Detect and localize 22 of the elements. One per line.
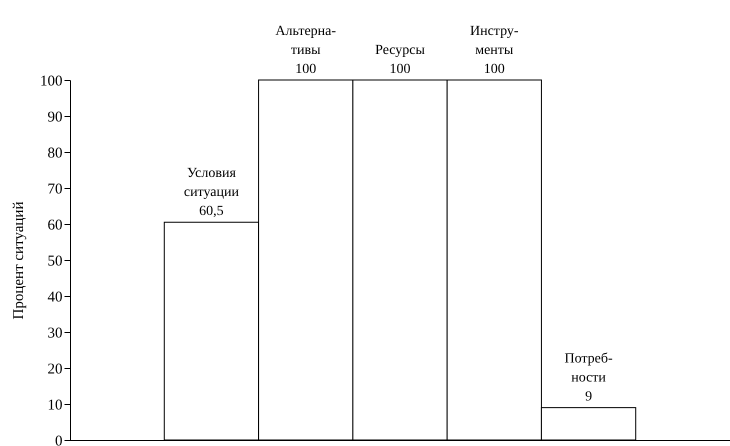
y-tick-label: 70: [48, 182, 62, 198]
y-tick-label: 90: [48, 110, 62, 126]
data-label: 100: [295, 62, 316, 77]
x-tick-label: Ресурсы: [375, 43, 426, 58]
y-tick-label: 0: [55, 434, 62, 446]
y-tick-label: 30: [48, 326, 62, 342]
y-tick-label: 80: [48, 146, 62, 162]
data-label: 100: [390, 62, 410, 77]
y-tick-label: 20: [48, 362, 62, 378]
category-label: Потреб- ности: [564, 352, 613, 386]
category-label: Инстру- менты: [470, 24, 519, 58]
data-label: 60,5: [199, 204, 224, 220]
data-label: 100: [484, 62, 505, 77]
y-tick-label: 50: [48, 254, 62, 270]
y-tick-label: 60: [48, 218, 62, 234]
y-tick-label: 100: [40, 74, 62, 90]
category-label: Альтерна- тивы: [275, 24, 336, 58]
y-tick-label: 40: [48, 290, 62, 306]
data-label: 9: [585, 390, 592, 405]
y-axis-title: Процент ситуаций: [11, 202, 27, 320]
y-tick-label: 10: [48, 398, 62, 414]
category-label: Условия ситуации: [184, 166, 240, 200]
